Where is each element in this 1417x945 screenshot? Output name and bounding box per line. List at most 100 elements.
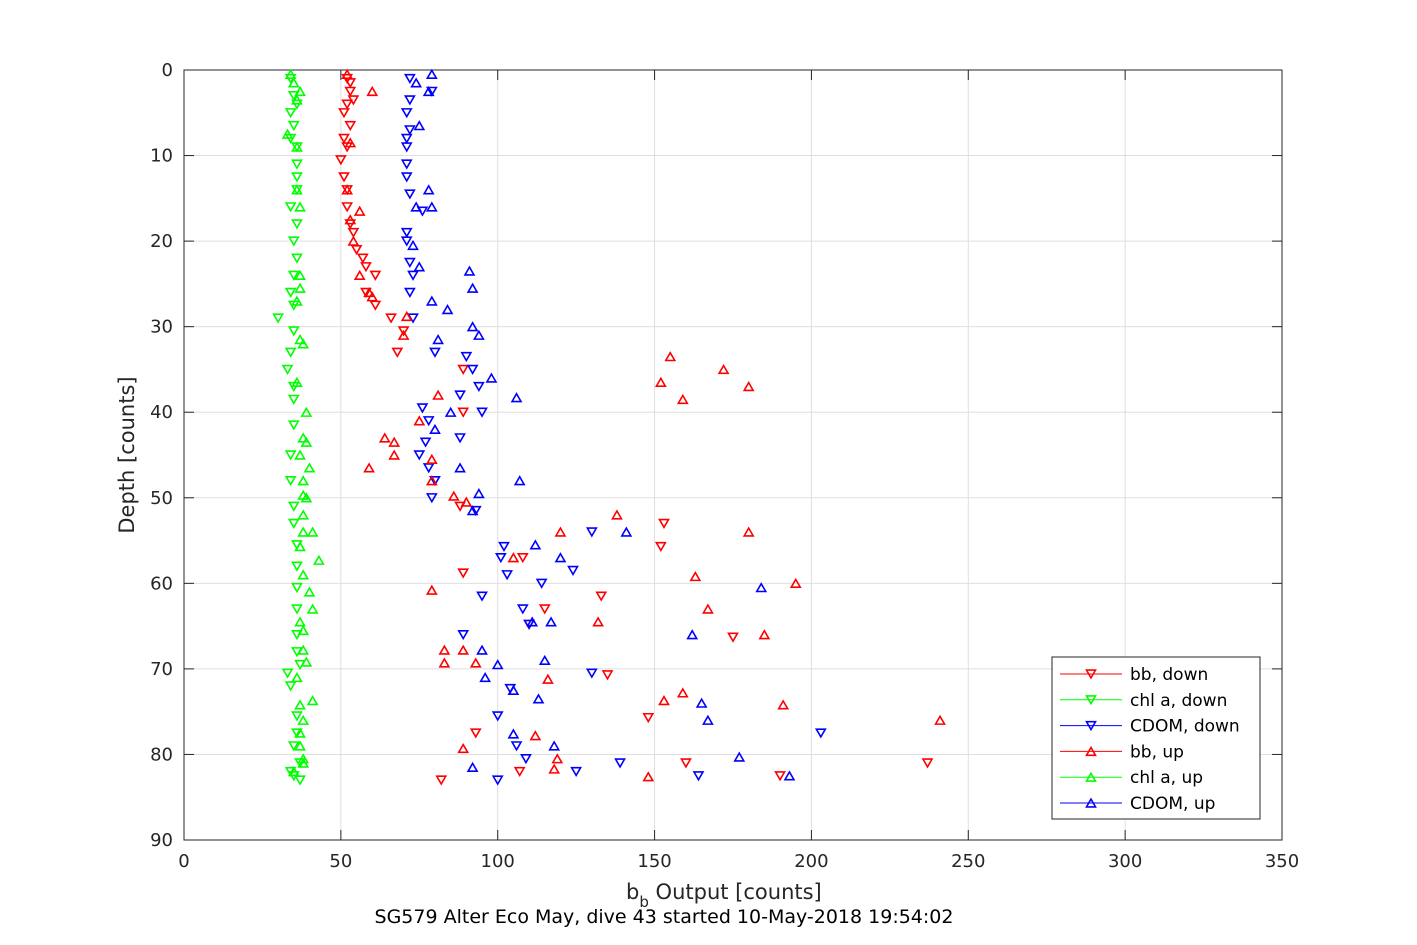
data-point <box>689 570 702 582</box>
data-point <box>294 85 306 97</box>
data-point <box>287 270 300 281</box>
data-point <box>400 310 413 322</box>
data-point <box>654 376 667 387</box>
legend-marker <box>1085 720 1097 732</box>
data-point <box>454 390 466 401</box>
data-point <box>291 94 303 105</box>
data-point <box>400 142 413 153</box>
data-point <box>334 155 347 166</box>
data-point <box>291 604 303 615</box>
data-point <box>400 133 413 144</box>
data-point <box>366 85 379 97</box>
data-point <box>294 334 306 345</box>
data-point <box>438 644 451 655</box>
data-point <box>400 236 413 247</box>
data-point <box>425 493 438 504</box>
data-point <box>469 728 482 739</box>
data-point <box>460 351 473 363</box>
data-point <box>554 552 567 563</box>
data-point <box>403 125 416 136</box>
data-point <box>284 108 297 119</box>
data-point <box>485 372 498 383</box>
data-point <box>287 501 300 512</box>
data-point <box>545 616 557 627</box>
data-point <box>400 108 413 119</box>
data-point <box>535 578 548 589</box>
data-point <box>529 539 542 550</box>
data-point <box>498 541 510 553</box>
data-point <box>341 202 354 213</box>
data-point <box>460 496 473 507</box>
data-point <box>507 684 520 695</box>
y-tick-label: 10 <box>150 146 173 167</box>
x-axis-label: bb Output [counts] <box>626 880 822 911</box>
data-point <box>548 763 561 774</box>
data-point <box>294 541 306 552</box>
data-point <box>297 644 310 655</box>
data-point <box>407 270 419 281</box>
data-point <box>479 671 492 683</box>
data-point <box>585 668 598 679</box>
data-point <box>403 73 416 85</box>
data-point <box>538 654 551 666</box>
data-point <box>306 695 319 706</box>
data-point <box>403 189 416 200</box>
data-point <box>291 141 303 152</box>
data-point <box>291 184 303 195</box>
data-point <box>432 334 444 345</box>
data-point <box>654 541 667 553</box>
x-tick-label: 50 <box>329 851 352 872</box>
data-point <box>476 407 488 418</box>
data-point <box>727 632 739 643</box>
data-point <box>548 740 561 751</box>
data-point <box>287 77 300 88</box>
data-point <box>297 338 310 349</box>
data-point <box>378 432 391 443</box>
data-point <box>425 453 438 464</box>
data-point <box>934 714 946 725</box>
data-point <box>419 437 432 448</box>
data-point <box>620 526 633 537</box>
data-point <box>403 287 416 298</box>
data-point <box>733 751 746 762</box>
x-tick-label: 0 <box>178 851 189 872</box>
data-point <box>297 714 310 725</box>
data-point <box>473 381 485 393</box>
data-point <box>501 570 514 581</box>
data-point <box>510 741 523 752</box>
data-point <box>425 68 438 79</box>
data-point <box>356 253 369 264</box>
data-point <box>363 286 375 298</box>
data-point <box>353 269 366 281</box>
data-point <box>457 742 470 754</box>
data-point <box>466 364 479 375</box>
x-tick-label: 300 <box>1108 851 1142 872</box>
data-point <box>284 287 297 298</box>
x-tick-label: 150 <box>637 851 671 872</box>
data-point <box>400 159 413 170</box>
data-point <box>297 569 310 580</box>
data-point <box>284 347 297 358</box>
data-point <box>429 423 441 435</box>
data-point <box>516 552 529 564</box>
data-point <box>494 552 507 564</box>
data-point <box>297 475 310 486</box>
y-tick-label: 20 <box>150 231 173 252</box>
data-point <box>742 526 755 537</box>
data-point <box>338 108 350 119</box>
data-point <box>454 462 466 473</box>
data-point <box>287 326 300 337</box>
data-point <box>642 712 655 724</box>
data-point <box>300 492 313 503</box>
data-point <box>344 120 357 132</box>
data-point <box>388 449 401 460</box>
data-point <box>291 561 303 572</box>
data-point <box>341 68 354 79</box>
data-point <box>297 753 310 764</box>
data-point <box>783 770 796 781</box>
y-tick-label: 40 <box>150 402 173 423</box>
data-point <box>658 695 670 706</box>
data-point <box>294 699 306 710</box>
plot-frame <box>183 69 1283 841</box>
